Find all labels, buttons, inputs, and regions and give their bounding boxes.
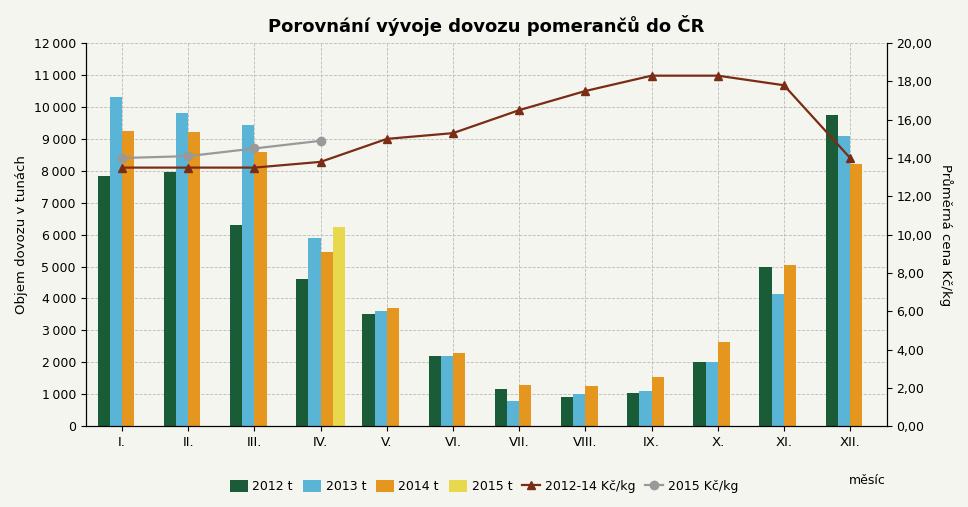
Bar (230, 225, 242, 426)
Text: měsíc: měsíc (849, 474, 886, 487)
Bar (98, 175, 109, 426)
Bar (188, 132, 200, 426)
Bar (495, 389, 507, 426)
Bar (255, 152, 267, 426)
Bar (296, 279, 309, 426)
Bar (693, 363, 706, 426)
Bar (242, 125, 255, 426)
Bar (560, 397, 573, 426)
Bar (838, 136, 850, 426)
Bar (586, 386, 597, 426)
Bar (109, 97, 122, 426)
Bar (760, 267, 771, 426)
Bar (706, 363, 718, 426)
Bar (164, 172, 176, 426)
Legend: 2012 t, 2013 t, 2014 t, 2015 t, 2012-14 Kč/kg, 2015 Kč/kg: 2012 t, 2013 t, 2014 t, 2015 t, 2012-14 … (225, 475, 743, 498)
Bar (627, 392, 639, 426)
Y-axis label: Průměrná cena Kč/kg: Průměrná cena Kč/kg (939, 164, 953, 306)
Bar (826, 115, 838, 426)
Bar (639, 391, 651, 426)
Bar (309, 238, 320, 426)
Bar (387, 308, 399, 426)
Bar (375, 311, 387, 426)
Bar (850, 164, 862, 426)
Bar (507, 401, 519, 426)
Bar (771, 294, 784, 426)
Title: Porovnání vývoje dovozu pomerančů do ČR: Porovnání vývoje dovozu pomerančů do ČR (268, 15, 705, 36)
Y-axis label: Objem dovozu v tunách: Objem dovozu v tunách (15, 155, 28, 314)
Bar (362, 314, 375, 426)
Bar (176, 114, 188, 426)
Bar (333, 227, 346, 426)
Bar (519, 385, 531, 426)
Bar (651, 377, 664, 426)
Bar (122, 131, 135, 426)
Bar (573, 394, 586, 426)
Bar (718, 342, 730, 426)
Bar (453, 353, 466, 426)
Bar (320, 252, 333, 426)
Bar (429, 356, 440, 426)
Bar (784, 265, 797, 426)
Bar (440, 356, 453, 426)
